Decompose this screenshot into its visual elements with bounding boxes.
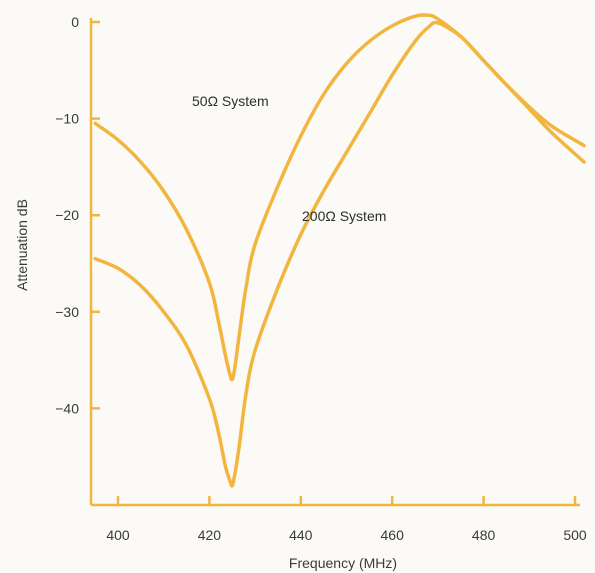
x-axis-title: Frequency (MHz) bbox=[289, 555, 397, 571]
y-tick-label: −20 bbox=[55, 207, 79, 223]
x-tick-label: 500 bbox=[563, 527, 587, 543]
series-line-200-ohm bbox=[93, 20, 586, 488]
y-tick-label: −10 bbox=[55, 111, 79, 127]
series-label-50-ohm: 50Ω System bbox=[192, 93, 269, 109]
series-line-50-ohm bbox=[93, 13, 586, 382]
x-tick-label: 420 bbox=[198, 527, 222, 543]
y-tick-label: −40 bbox=[55, 400, 79, 416]
x-axis: 400 420 440 460 480 500 bbox=[91, 496, 587, 543]
x-tick-label: 400 bbox=[106, 527, 130, 543]
x-tick-label: 440 bbox=[289, 527, 313, 543]
series-lines bbox=[93, 13, 586, 488]
x-tick-label: 480 bbox=[472, 527, 496, 543]
series-label-200-ohm: 200Ω System bbox=[302, 208, 386, 224]
y-tick-label: 0 bbox=[71, 14, 79, 30]
x-tick-label: 460 bbox=[381, 527, 405, 543]
y-axis: 0 −10 −20 −30 −40 bbox=[55, 14, 100, 505]
y-axis-title: Attenuation dB bbox=[14, 199, 30, 291]
y-tick-label: −30 bbox=[55, 304, 79, 320]
